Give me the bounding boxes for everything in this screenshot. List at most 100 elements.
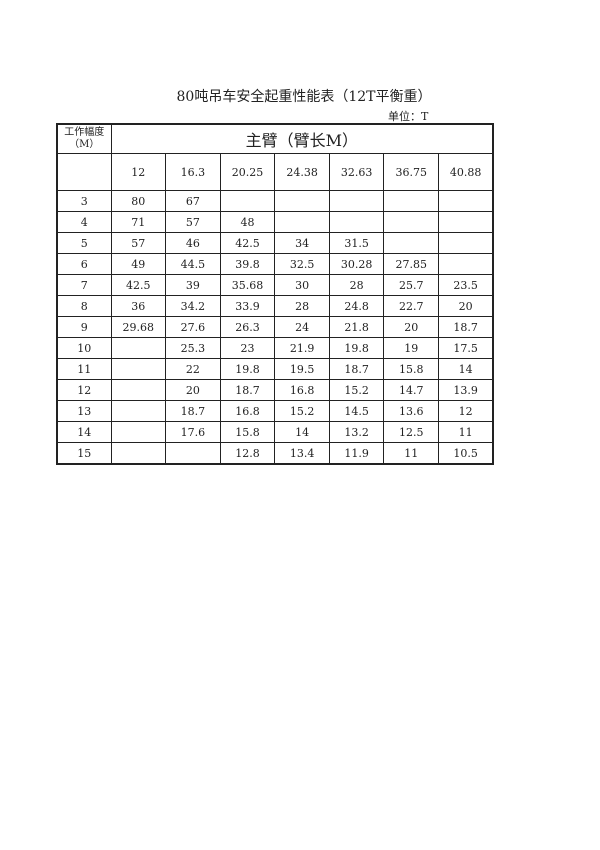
capacity-cell: 23.5 — [438, 274, 494, 296]
capacity-cell: 24 — [274, 316, 330, 338]
radius-header-label: 工作幅度 — [64, 127, 105, 138]
capacity-cell: 18.7 — [328, 358, 385, 380]
boom-length-header: 32.63 — [328, 153, 385, 191]
radius-header: 工作幅度 （M） — [56, 123, 112, 154]
capacity-cell: 15.2 — [328, 379, 385, 401]
capacity-cell — [110, 442, 167, 465]
boom-length-header: 20.25 — [219, 153, 276, 191]
boom-length-header: 36.75 — [383, 153, 440, 191]
capacity-cell: 33.9 — [219, 295, 276, 317]
capacity-cell: 20 — [165, 379, 221, 401]
radius-header-unit: （M） — [69, 139, 100, 150]
capacity-cell: 28 — [274, 295, 330, 317]
capacity-cell: 17.5 — [438, 337, 494, 359]
capacity-cell: 15.2 — [274, 400, 330, 422]
capacity-cell — [165, 442, 221, 465]
capacity-cell: 15.8 — [219, 421, 276, 443]
capacity-cell: 14.7 — [383, 379, 440, 401]
boom-length-header: 16.3 — [165, 153, 221, 191]
boom-length-header: 40.88 — [438, 153, 494, 191]
capacity-cell: 23 — [219, 337, 276, 359]
capacity-cell: 18.7 — [438, 316, 494, 338]
radius-cell: 13 — [56, 400, 112, 422]
capacity-cell: 34.2 — [165, 295, 221, 317]
capacity-cell — [274, 211, 330, 233]
capacity-cell: 28 — [328, 274, 385, 296]
radius-cell: 10 — [56, 337, 112, 359]
boom-length-row: 12 16.3 20.25 24.38 32.63 36.75 40.88 — [56, 153, 494, 191]
radius-cell: 4 — [56, 211, 112, 233]
capacity-cell: 18.7 — [165, 400, 221, 422]
capacity-cell — [274, 190, 330, 212]
capacity-cell: 19.5 — [274, 358, 330, 380]
capacity-cell: 48 — [219, 211, 276, 233]
capacity-cell: 13.4 — [274, 442, 330, 465]
capacity-cell: 21.9 — [274, 337, 330, 359]
table-row: 13 18.7 16.8 15.2 14.5 13.6 12 — [56, 400, 494, 422]
capacity-cell: 57 — [110, 232, 167, 254]
capacity-cell — [110, 358, 167, 380]
table-row: 9 29.68 27.6 26.3 24 21.8 20 18.7 — [56, 316, 494, 338]
empty-cell — [56, 153, 112, 191]
capacity-cell: 39.8 — [219, 253, 276, 275]
capacity-cell — [328, 211, 385, 233]
capacity-cell: 71 — [110, 211, 167, 233]
capacity-cell: 27.6 — [165, 316, 221, 338]
capacity-cell: 10.5 — [438, 442, 494, 465]
radius-cell: 5 — [56, 232, 112, 254]
capacity-cell: 11.9 — [328, 442, 385, 465]
capacity-cell: 67 — [165, 190, 221, 212]
capacity-cell: 12.8 — [219, 442, 276, 465]
capacity-cell — [438, 232, 494, 254]
capacity-cell: 42.5 — [219, 232, 276, 254]
capacity-cell: 80 — [110, 190, 167, 212]
table-row: 6 49 44.5 39.8 32.5 30.28 27.85 — [56, 253, 494, 275]
capacity-cell: 17.6 — [165, 421, 221, 443]
capacity-cell: 25.7 — [383, 274, 440, 296]
capacity-cell: 30.28 — [328, 253, 385, 275]
load-chart-table: 工作幅度 （M） 主臂（臂长M） 12 16.3 20.25 24.38 32.63 36… — [56, 123, 495, 465]
radius-cell: 12 — [56, 379, 112, 401]
capacity-cell: 16.8 — [219, 400, 276, 422]
table-row: 11 22 19.8 19.5 18.7 15.8 14 — [56, 358, 494, 380]
capacity-cell — [383, 232, 440, 254]
capacity-cell: 36 — [110, 295, 167, 317]
radius-cell: 7 — [56, 274, 112, 296]
boom-length-header: 24.38 — [274, 153, 330, 191]
capacity-cell: 21.8 — [328, 316, 385, 338]
capacity-cell — [328, 190, 385, 212]
radius-cell: 9 — [56, 316, 112, 338]
capacity-cell: 19 — [383, 337, 440, 359]
capacity-cell: 44.5 — [165, 253, 221, 275]
capacity-cell — [383, 211, 440, 233]
unit-label: 单位：T — [388, 110, 429, 123]
capacity-cell: 22 — [165, 358, 221, 380]
table-row: 5 57 46 42.5 34 31.5 — [56, 232, 494, 254]
capacity-cell — [110, 379, 167, 401]
capacity-cell — [383, 190, 440, 212]
radius-cell: 6 — [56, 253, 112, 275]
capacity-cell: 35.68 — [219, 274, 276, 296]
capacity-cell: 12 — [438, 400, 494, 422]
capacity-cell: 20 — [383, 316, 440, 338]
capacity-cell: 27.85 — [383, 253, 440, 275]
table-row: 10 25.3 23 21.9 19.8 19 17.5 — [56, 337, 494, 359]
capacity-cell: 13.2 — [328, 421, 385, 443]
capacity-cell: 42.5 — [110, 274, 167, 296]
radius-cell: 14 — [56, 421, 112, 443]
radius-cell: 15 — [56, 442, 112, 465]
document-title: 80吨吊车安全起重性能表（12T平衡重） — [176, 89, 432, 105]
capacity-cell: 26.3 — [219, 316, 276, 338]
capacity-cell — [219, 190, 276, 212]
table-row: 12 20 18.7 16.8 15.2 14.7 13.9 — [56, 379, 494, 401]
capacity-cell: 14 — [438, 358, 494, 380]
capacity-cell — [110, 400, 167, 422]
capacity-cell: 11 — [438, 421, 494, 443]
capacity-cell: 19.8 — [219, 358, 276, 380]
capacity-cell: 20 — [438, 295, 494, 317]
capacity-cell — [110, 337, 167, 359]
capacity-cell — [110, 421, 167, 443]
boom-group-header: 主臂（臂长M） — [110, 123, 494, 154]
table-row: 3 80 67 — [56, 190, 494, 212]
table-row: 14 17.6 15.8 14 13.2 12.5 11 — [56, 421, 494, 443]
